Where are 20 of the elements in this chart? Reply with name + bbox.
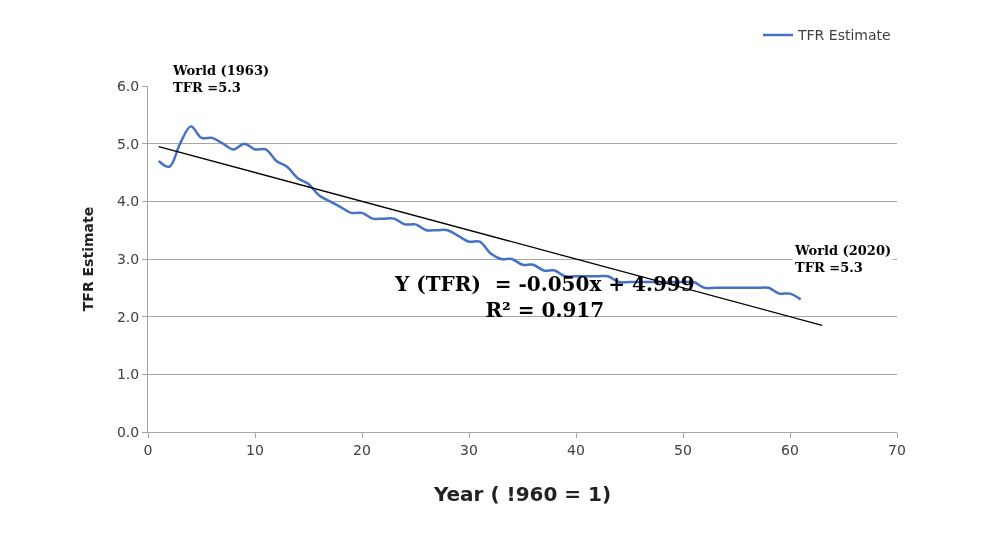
y-tick-label: 5.0 [116,135,140,152]
y-axis-title: TFR Estimate [79,206,96,312]
x-tick-label: 40 [567,441,585,458]
x-tick-label: 20 [353,441,371,458]
x-tick-label: 10 [246,441,264,458]
x-tick-label: 50 [674,441,692,458]
y-tick-label: 3.0 [116,250,140,267]
x-tick-label: 30 [460,441,478,458]
y-tick-label: 6.0 [116,77,140,94]
x-axis-title: Year ( !960 = 1) [432,482,612,507]
y-tick-label: 4.0 [116,193,140,210]
x-tick-label: 0 [143,441,153,458]
y-tick-label: 2.0 [116,308,140,325]
x-tick-label: 70 [888,441,906,458]
y-tick-label: 0.0 [116,423,140,440]
legend-label: TFR Estimate [797,27,891,44]
annotation: World (1963) TFR =5.3 [172,63,270,95]
x-tick-label: 60 [781,441,799,458]
annotation: World (2020) TFR =5.3 [794,243,892,275]
y-tick-label: 1.0 [116,366,140,383]
